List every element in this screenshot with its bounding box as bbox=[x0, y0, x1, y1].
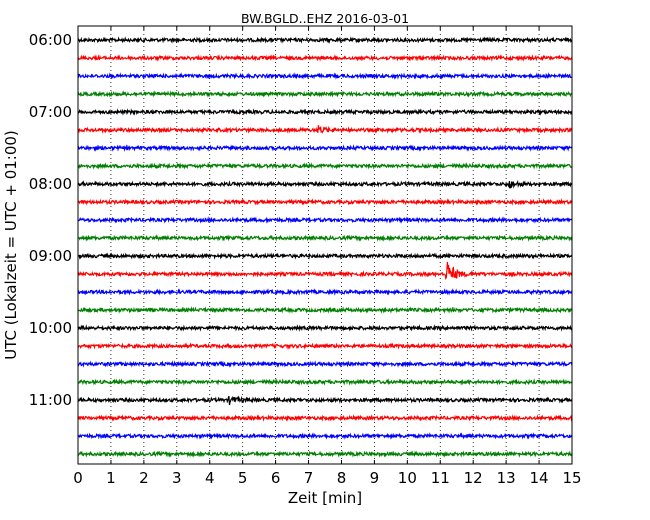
trace-line-21 bbox=[77, 414, 573, 422]
y-tick-label: 11:00 bbox=[29, 391, 72, 409]
y-axis-ticks: 06:00 07:00 08:00 09:00 10:00 11:00 bbox=[29, 31, 572, 409]
y-tick-label: 10:00 bbox=[29, 319, 72, 337]
trace-line-16 bbox=[77, 324, 573, 332]
y-axis-label: UTC (Lokalzeit = UTC + 01:00) bbox=[2, 130, 20, 360]
y-tick-label: 07:00 bbox=[29, 103, 72, 121]
x-tick-label: 1 bbox=[106, 469, 116, 487]
trace-line-1 bbox=[77, 54, 573, 62]
x-tick-label: 6 bbox=[271, 469, 281, 487]
trace-line-6 bbox=[77, 144, 573, 152]
trace-line-4 bbox=[77, 108, 573, 116]
x-tick-label: 8 bbox=[337, 469, 347, 487]
x-tick-label: 11 bbox=[431, 469, 450, 487]
y-tick-label: 09:00 bbox=[29, 247, 72, 265]
trace-line-10 bbox=[77, 216, 573, 224]
trace-line-20 bbox=[77, 395, 573, 406]
x-tick-label: 9 bbox=[370, 469, 380, 487]
x-tick-label: 14 bbox=[530, 469, 549, 487]
x-tick-label: 13 bbox=[497, 469, 516, 487]
plot-border bbox=[77, 25, 573, 465]
trace-line-18 bbox=[77, 360, 573, 368]
trace-line-7 bbox=[77, 162, 573, 170]
seismic-traces bbox=[77, 36, 573, 458]
x-tick-label: 5 bbox=[238, 469, 248, 487]
trace-line-15 bbox=[77, 306, 573, 314]
x-axis-label: Zeit [min] bbox=[288, 489, 362, 507]
trace-line-9 bbox=[77, 198, 573, 206]
trace-line-22 bbox=[77, 432, 573, 440]
trace-line-3 bbox=[77, 90, 573, 98]
trace-line-23 bbox=[77, 450, 573, 458]
trace-line-13 bbox=[77, 261, 573, 280]
trace-line-2 bbox=[77, 72, 573, 80]
trace-line-17 bbox=[77, 342, 573, 350]
x-tick-label: 12 bbox=[464, 469, 483, 487]
x-tick-label: 2 bbox=[139, 469, 149, 487]
trace-line-12 bbox=[77, 252, 573, 260]
trace-line-14 bbox=[77, 288, 573, 296]
x-tick-label: 0 bbox=[73, 469, 83, 487]
x-tick-label: 15 bbox=[562, 469, 581, 487]
trace-line-19 bbox=[77, 378, 573, 386]
x-tick-label: 3 bbox=[172, 469, 182, 487]
x-tick-label: 10 bbox=[398, 469, 417, 487]
trace-line-5 bbox=[77, 125, 573, 134]
x-tick-label: 7 bbox=[304, 469, 314, 487]
y-tick-label: 08:00 bbox=[29, 175, 72, 193]
trace-line-8 bbox=[77, 180, 573, 189]
trace-line-11 bbox=[77, 234, 573, 242]
plot-area bbox=[78, 26, 572, 464]
y-tick-label: 06:00 bbox=[29, 31, 72, 49]
trace-line-0 bbox=[77, 36, 573, 44]
x-tick-label: 4 bbox=[205, 469, 215, 487]
chart-title: BW.BGLD..EHZ 2016-03-01 bbox=[241, 11, 409, 26]
x-axis-ticks: 0 1 2 3 4 5 6 7 8 9 10 11 12 13 14 15 bbox=[73, 26, 582, 487]
